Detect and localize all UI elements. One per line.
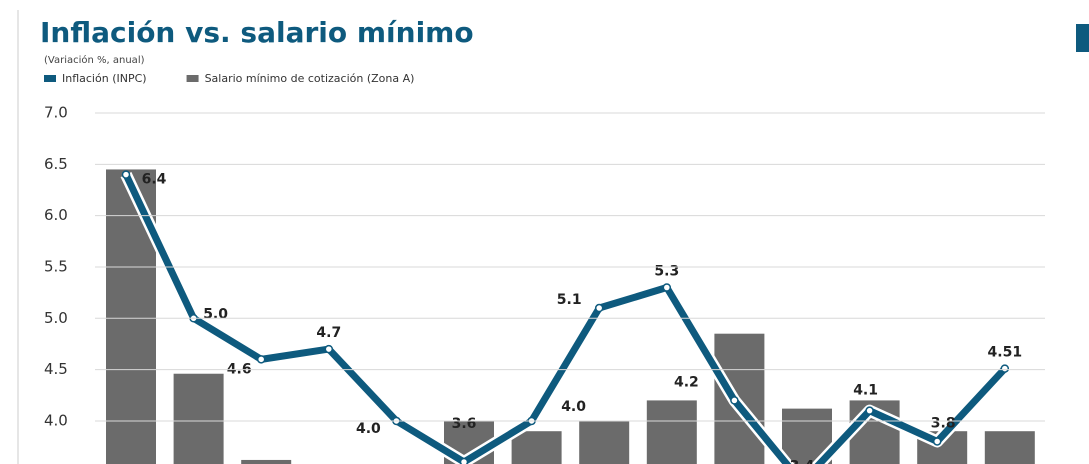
legend-label: Salario mínimo de cotización (Zona A) (205, 72, 415, 85)
value-label: 4.2 (674, 374, 699, 390)
line-point (459, 457, 469, 464)
line (122, 173, 1008, 464)
value-label: 4.0 (561, 399, 586, 415)
legend-swatch (44, 75, 56, 82)
value-label: 3.8 (931, 415, 956, 431)
line-point (324, 344, 334, 354)
legend-swatch (186, 75, 199, 82)
value-label: 3.6 (452, 416, 477, 432)
value-label: 5.0 (203, 306, 228, 322)
value-label: 4.51 (988, 345, 1023, 361)
line-point (594, 303, 604, 313)
bar (646, 400, 697, 464)
line-point (256, 355, 266, 364)
side-marker (1076, 24, 1089, 52)
y-tick-label: 6.0 (44, 206, 68, 224)
bar (511, 431, 562, 464)
legend-label: Inflación (INPC) (62, 72, 147, 85)
value-label: 5.1 (557, 292, 582, 308)
line-point (730, 396, 739, 405)
bar (173, 373, 224, 464)
y-tick-label: 7.0 (44, 104, 68, 122)
plot-area: 6.45.04.64.74.03.64.05.15.34.23.44.13.84… (106, 169, 1035, 464)
y-tick-label: 5.5 (44, 257, 68, 275)
line-point (662, 283, 672, 292)
bar (241, 459, 292, 464)
line-point (865, 406, 874, 415)
y-tick-label: 4.5 (44, 360, 68, 378)
chart-subtitle: (Variación %, anual) (44, 54, 145, 66)
value-label: 3.4 (790, 459, 815, 464)
y-tick-label: 5.0 (44, 309, 68, 327)
y-tick-label: 4.0 (44, 411, 68, 429)
chart-title: Inflación vs. salario mínimo (40, 16, 474, 49)
y-tick-label: 6.5 (44, 155, 68, 173)
line-point (1000, 364, 1010, 373)
value-label: 5.3 (654, 264, 679, 280)
value-label: 6.4 (142, 172, 167, 188)
line-point (121, 170, 131, 179)
bar (579, 420, 630, 464)
value-label: 4.1 (853, 383, 878, 399)
value-label: 4.7 (316, 325, 341, 341)
line-point (932, 437, 942, 446)
value-label: 4.0 (356, 421, 381, 437)
bar (984, 431, 1035, 464)
